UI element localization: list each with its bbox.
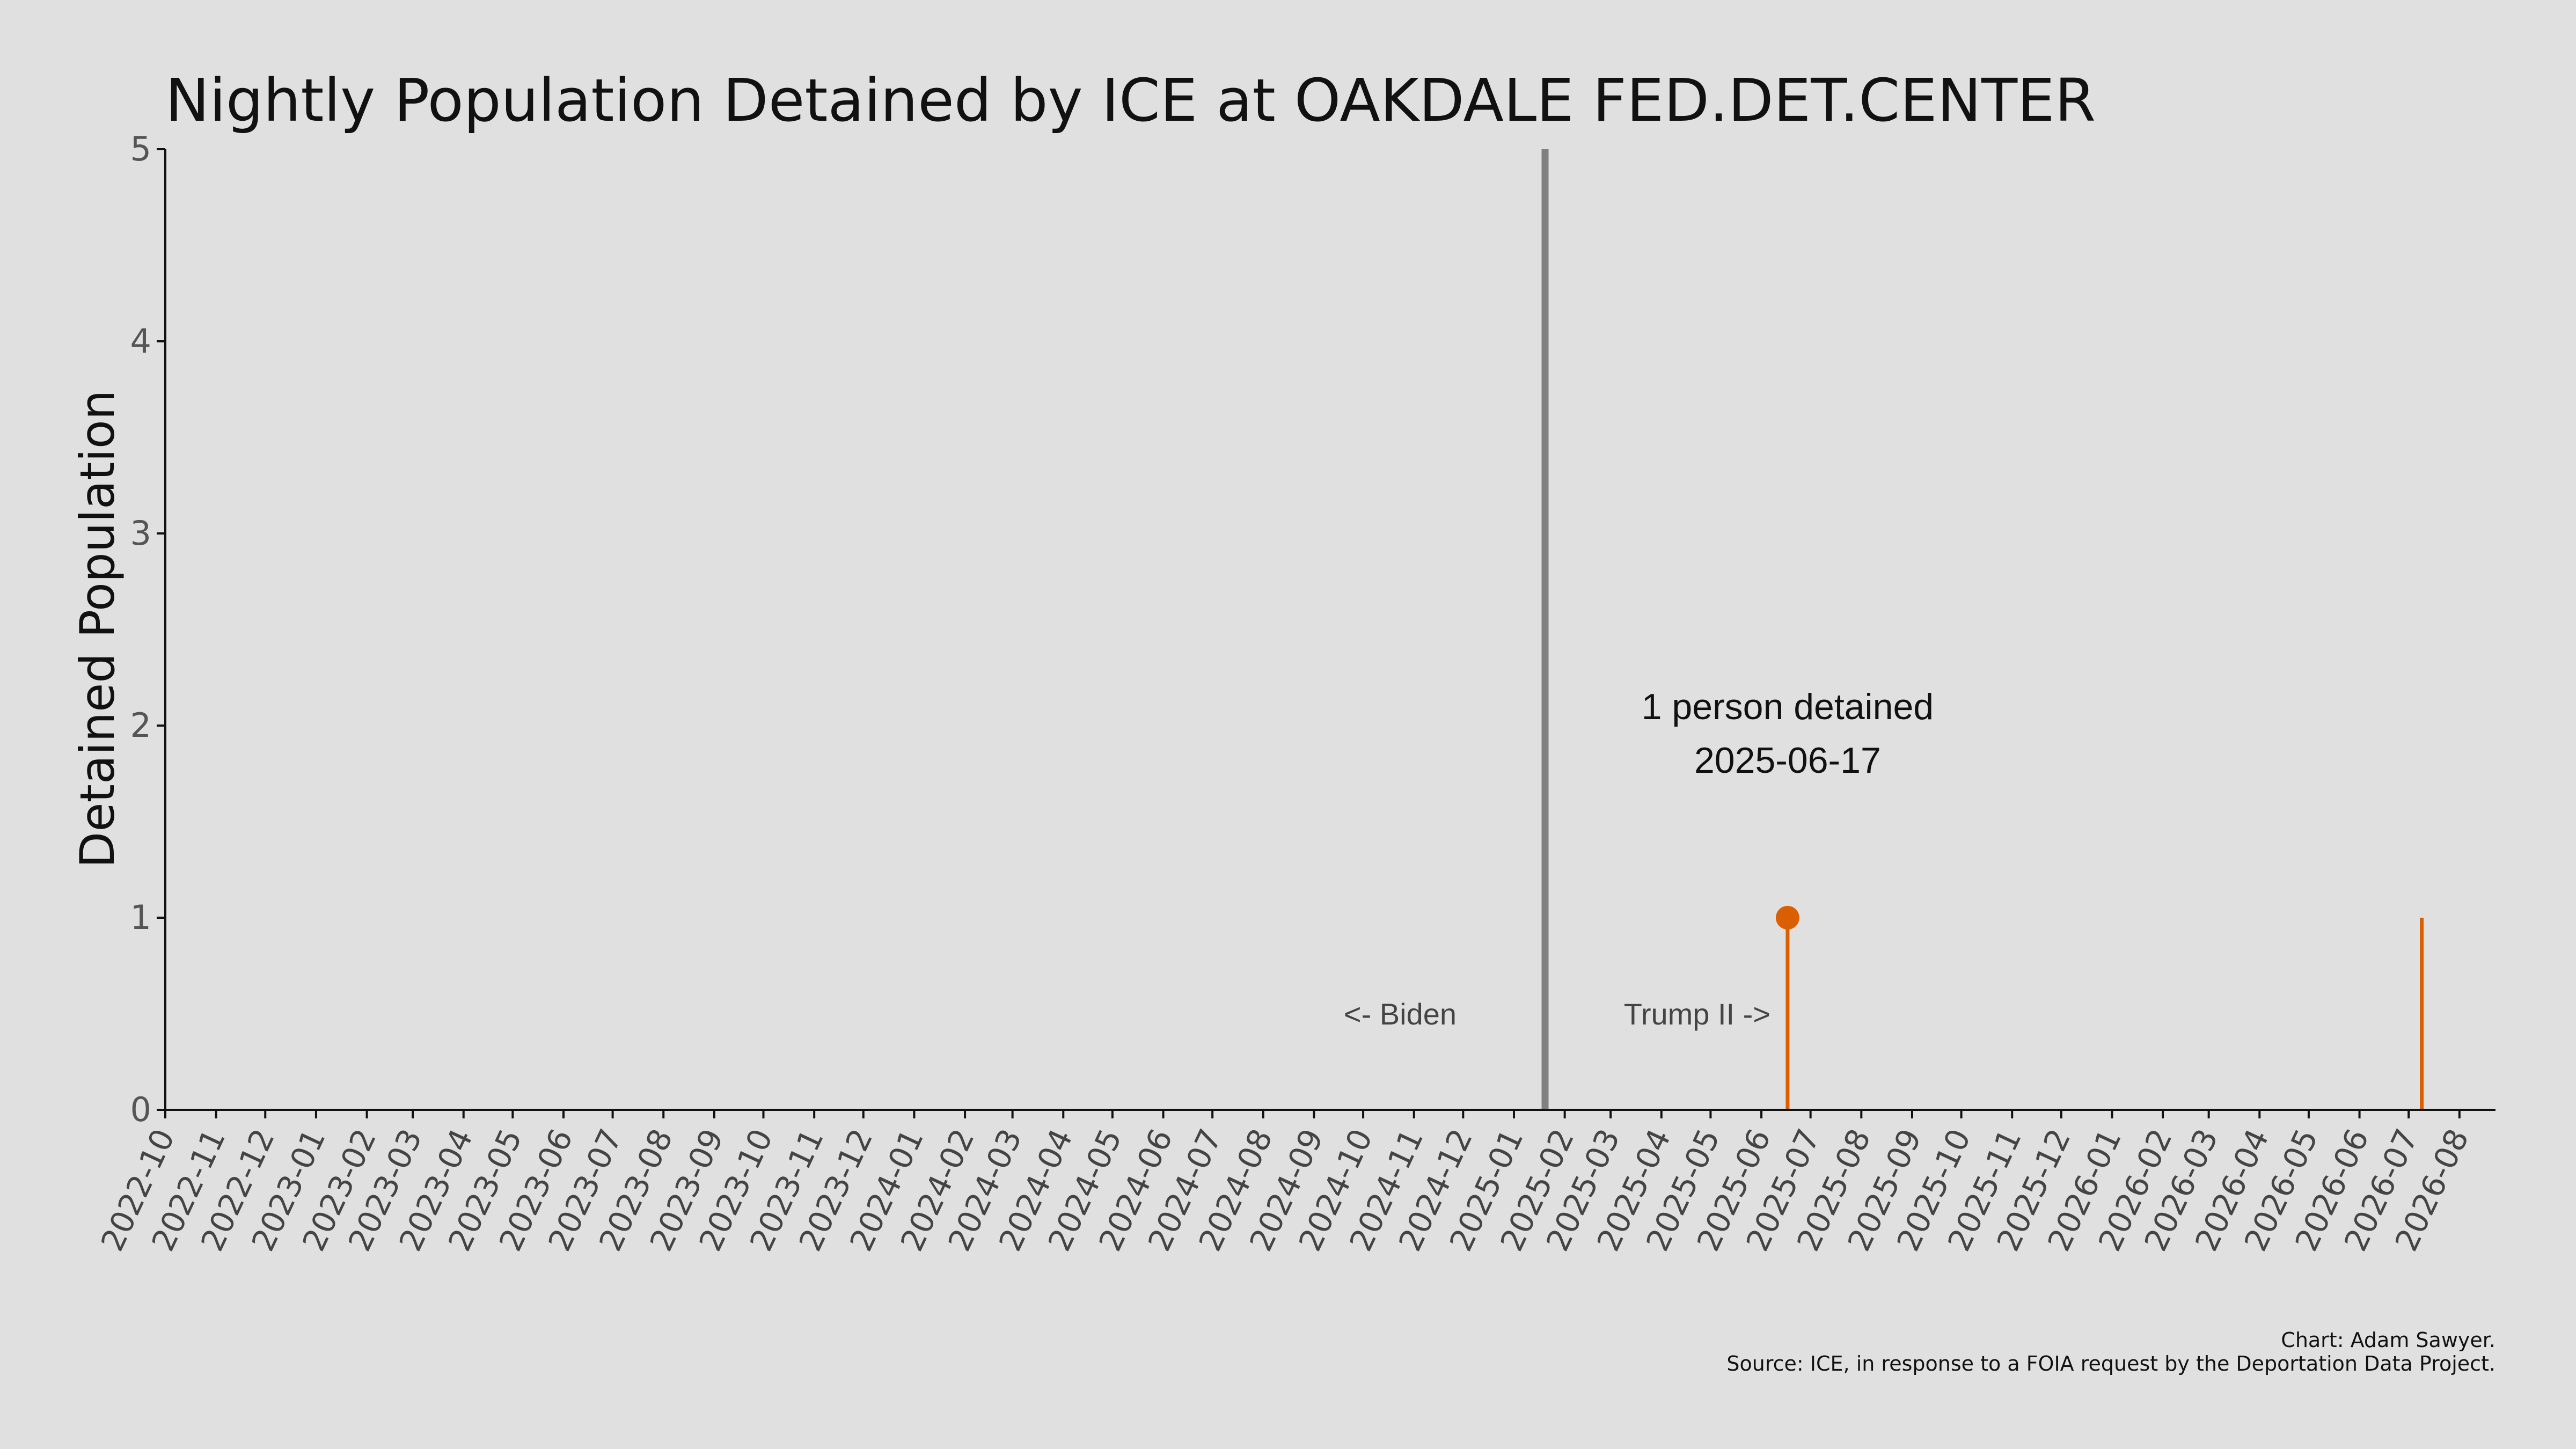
chart-title: Nightly Population Detained by ICE at OA… <box>165 66 2096 135</box>
annotation-line-1: 1 person detained <box>1642 686 1934 727</box>
y-tick-label: 0 <box>130 1090 151 1129</box>
y-tick-label: 3 <box>130 514 151 553</box>
y-tick-label: 1 <box>130 898 151 937</box>
y-tick-label: 5 <box>130 129 151 169</box>
highlight-point <box>1775 906 1799 930</box>
chart-credit: Chart: Adam Sawyer. <box>2281 1328 2496 1352</box>
y-axis-ticks: 0 1 2 3 4 5 <box>130 129 165 1129</box>
y-tick-label: 4 <box>130 321 151 361</box>
era-label-biden: <- Biden <box>1344 997 1457 1031</box>
era-label-trump: Trump II -> <box>1624 997 1770 1031</box>
data-series <box>1775 906 2424 1110</box>
x-axis-ticks: 2022-102022-112022-122023-012023-022023-… <box>94 1110 2476 1257</box>
annotation-line-2: 2025-06-17 <box>1694 740 1881 781</box>
source-credit: Source: ICE, in response to a FOIA reque… <box>1726 1352 2496 1375</box>
y-axis-label: Detained Population <box>70 390 125 868</box>
y-tick-label: 2 <box>130 706 151 745</box>
